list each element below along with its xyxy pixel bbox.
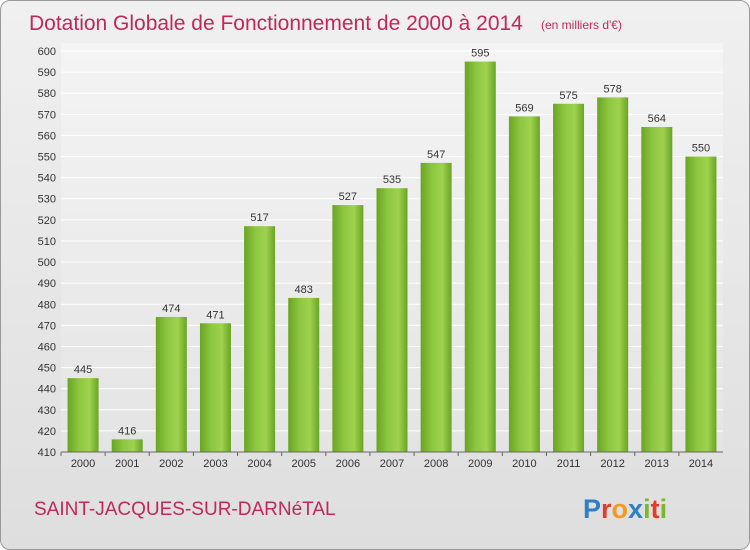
value-label-2007: 535 [383, 174, 401, 186]
y-axis: 410 420 430 440 450 460 470 480 490 500 510 520 530 5… [38, 46, 56, 459]
x-tick-label-2006: 2006 [336, 458, 360, 470]
x-tick-label-2003: 2003 [203, 458, 227, 470]
value-label-2008: 547 [427, 149, 445, 161]
x-tick-label-2005: 2005 [291, 458, 315, 470]
bar-2014 [685, 156, 717, 453]
value-label-2013: 564 [648, 113, 666, 125]
y-tick-label: 560 [38, 130, 56, 142]
value-label-2006: 527 [339, 191, 357, 203]
y-tick-label: 570 [38, 109, 56, 121]
y-tick-label: 520 [38, 215, 56, 227]
value-label-2001: 416 [118, 425, 136, 437]
y-tick-label: 480 [38, 299, 56, 311]
y-tick-label: 500 [38, 257, 56, 269]
bar-2010 [508, 116, 540, 452]
y-tick-label: 490 [38, 278, 56, 290]
svg-text:Proxiti: Proxiti [583, 494, 667, 524]
y-tick-label: 410 [38, 447, 56, 459]
logo-letter: r [601, 494, 612, 524]
bar-2000 [67, 378, 99, 452]
logo-letter: t [651, 494, 660, 524]
bars [67, 61, 717, 453]
y-tick-label: 530 [38, 194, 56, 206]
y-tick-label: 600 [38, 46, 56, 58]
value-label-2014: 550 [692, 143, 710, 155]
chart-title: Dotation Globale de Fonctionnement de 20… [29, 12, 523, 35]
logo-letter: i [660, 494, 668, 524]
x-tick-label-2004: 2004 [247, 458, 271, 470]
value-label-2000: 445 [74, 364, 92, 376]
commune-name: SAINT-JACQUES-SUR-DARNéTAL [34, 499, 336, 520]
chart-subtitle: (en milliers d'€) [541, 18, 622, 32]
x-tick-label-2000: 2000 [71, 458, 95, 470]
x-tick-label-2001: 2001 [115, 458, 139, 470]
y-tick-label: 450 [38, 363, 56, 375]
value-label-2011: 575 [559, 90, 577, 102]
logo-letter: o [612, 494, 629, 524]
x-tick-label-2009: 2009 [468, 458, 492, 470]
value-label-2003: 471 [206, 309, 224, 321]
x-tick-label-2007: 2007 [380, 458, 404, 470]
bar-2004 [244, 226, 276, 452]
bar-2003 [199, 323, 231, 452]
value-label-2004: 517 [250, 212, 268, 224]
y-tick-label: 510 [38, 236, 56, 248]
bar-2009 [464, 61, 496, 452]
x-tick-label-2014: 2014 [689, 458, 713, 470]
y-tick-label: 440 [38, 384, 56, 396]
bar-2006 [332, 205, 364, 452]
y-tick-label: 540 [38, 173, 56, 185]
x-tick-label-2013: 2013 [645, 458, 669, 470]
proxiti-logo: Proxiti [583, 494, 667, 524]
bar-2001 [111, 439, 143, 452]
bar-2011 [553, 103, 585, 453]
y-tick-label: 470 [38, 320, 56, 332]
bar-2008 [420, 162, 452, 452]
bar-2012 [597, 97, 629, 452]
logo-letter: x [628, 494, 643, 524]
bar-2002 [155, 316, 187, 452]
logo-letter: i [643, 494, 651, 524]
bar-2007 [376, 188, 408, 452]
value-label-2010: 569 [515, 102, 533, 114]
bar-2005 [288, 297, 320, 452]
x-tick-label-2008: 2008 [424, 458, 448, 470]
y-tick-label: 580 [38, 88, 56, 100]
y-tick-label: 590 [38, 67, 56, 79]
value-label-2012: 578 [603, 83, 621, 95]
y-tick-label: 550 [38, 152, 56, 164]
x-tick-label-2010: 2010 [512, 458, 536, 470]
x-tick-label-2002: 2002 [159, 458, 183, 470]
value-label-2002: 474 [162, 303, 180, 315]
x-tick-label-2011: 2011 [557, 458, 581, 470]
value-labels: 445 416 474 471 517 483 527 535 547 595 569 575 578 5… [74, 48, 710, 438]
y-tick-label: 430 [38, 405, 56, 417]
value-label-2005: 483 [295, 284, 313, 296]
x-tick-label-2012: 2012 [600, 458, 624, 470]
x-axis: 2000 2001 2002 2003 2004 2005 2006 2007 2008 2009… [60, 452, 713, 470]
logo-letter: P [583, 494, 601, 524]
bar-2013 [641, 126, 673, 453]
value-label-2009: 595 [471, 48, 489, 60]
y-tick-label: 420 [38, 426, 56, 438]
y-tick-label: 460 [38, 341, 56, 353]
